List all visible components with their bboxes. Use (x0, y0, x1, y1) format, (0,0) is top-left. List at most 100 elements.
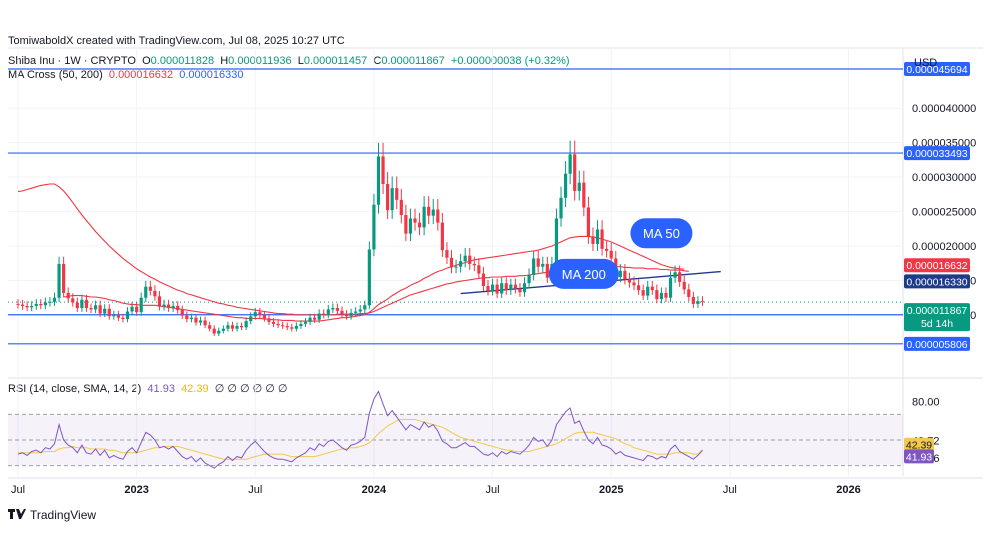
candle-body (258, 312, 262, 315)
rsi-legend-value: 41.93 (147, 383, 175, 395)
candle-body (89, 308, 93, 310)
ohlc-high-label: H (220, 55, 229, 67)
rsi-tick-label: 80.00 (912, 397, 940, 409)
candle-body (194, 317, 198, 323)
candle-body (52, 297, 57, 302)
candle-body (294, 325, 298, 329)
candle-body (281, 325, 285, 327)
level-price-tag (904, 146, 970, 161)
price-tick-label: 0.000025000 (912, 207, 976, 219)
candle-body (600, 229, 604, 249)
candle-body (595, 229, 600, 244)
chart-credit: TomiwaboldX created with TradingView.com… (8, 35, 345, 47)
candle-body (121, 317, 125, 320)
candle-body (103, 308, 107, 314)
candle-body (317, 313, 321, 320)
candle-body (93, 305, 98, 310)
candle-body (253, 312, 257, 317)
candle-body (139, 297, 143, 313)
tradingview-logo-text: TradingView (30, 507, 97, 522)
level-price-tag (904, 336, 970, 351)
time-tick-label: Jul (248, 484, 262, 496)
price-tick-label: 0.000030000 (912, 172, 976, 184)
candle-body (34, 303, 38, 306)
candle-body (486, 285, 490, 291)
candle-body (618, 270, 622, 278)
price-tag-sublabel: 5d 14h (921, 318, 953, 330)
candle-body (153, 290, 157, 297)
candle-body (157, 296, 162, 307)
symbol-legend[interactable]: Shiba Inu · 1W · CRYPTO O0.000011828 H0.… (8, 55, 570, 67)
candle-body (554, 218, 559, 264)
candle-body (198, 320, 203, 323)
candle-body (303, 321, 308, 324)
candle-body (422, 206, 426, 228)
candle-body (335, 308, 340, 311)
candle-body (20, 304, 25, 306)
candle-body (354, 311, 358, 313)
candle-body (239, 325, 244, 328)
candle-body (495, 284, 499, 294)
candle-body (459, 261, 463, 267)
candle-body (687, 289, 691, 298)
rsi-empty-values: ∅ ∅ ∅ ∅ ∅ ∅ (214, 383, 288, 395)
rsi-sma-legend-value: 42.39 (181, 383, 209, 395)
annotation-bubble (548, 258, 619, 289)
candle-body (290, 327, 294, 329)
candle-body (39, 303, 43, 306)
time-tick-label: 2025 (599, 484, 623, 496)
candle-body (650, 286, 654, 291)
candle-body (48, 301, 52, 303)
candle-body (513, 284, 517, 289)
candle-body (518, 288, 522, 293)
candle-body (308, 317, 312, 322)
candle-body (490, 284, 495, 291)
candle-body (545, 263, 549, 278)
candle-body (162, 304, 166, 307)
candle-body (171, 305, 175, 309)
rsi-value-label: 42.39 (906, 440, 932, 452)
candle-body (43, 302, 47, 306)
candle-body (427, 206, 431, 216)
candle-body (668, 277, 673, 298)
candle-body (696, 301, 700, 304)
candle-body (408, 218, 413, 234)
ma-cross-legend[interactable]: MA Cross (50, 200) 0.000016632 0.0000163… (8, 69, 243, 81)
ohlc-close-label: C (373, 55, 382, 67)
candles (16, 140, 705, 337)
candle-body (244, 321, 248, 328)
candle-body (563, 173, 568, 198)
ma-cross-label: MA Cross (50, 200) (8, 69, 103, 81)
ohlc-open-label: O (142, 55, 151, 67)
candle-body (481, 273, 486, 286)
level-price-label: 0.000033493 (906, 148, 967, 160)
candle-body (116, 314, 120, 318)
candle-body (527, 274, 531, 284)
ohlc-change: +0.000000038 (+0.32%) (450, 55, 570, 67)
rsi-sma-line (18, 419, 703, 460)
currency-label: USD (914, 57, 937, 69)
candle-body (381, 156, 385, 185)
time-tick-label: 2024 (362, 484, 387, 496)
candle-body (682, 281, 686, 290)
rsi-value-tag (904, 437, 934, 452)
candle-body (641, 290, 645, 296)
tradingview-logo[interactable]: TradingView (8, 507, 96, 522)
time-tick-label: 2026 (836, 484, 860, 496)
candle-body (57, 263, 61, 298)
ohlc-low-value: 0.000011457 (303, 55, 368, 67)
candle-body (235, 325, 239, 329)
symbol-title: Shiba Inu · 1W · CRYPTO (8, 55, 136, 67)
candle-body (130, 306, 134, 312)
ohlc-close-value: 0.000011867 (381, 55, 445, 67)
ma200-legend-value: 0.000016330 (179, 69, 244, 81)
candle-body (463, 255, 467, 262)
rsi-background (8, 413, 903, 467)
candle-body (454, 266, 458, 268)
rsi-line (17, 390, 703, 469)
rsi-legend[interactable]: RSI (14, close, SMA, 14, 2) 41.93 42.39 … (8, 382, 288, 395)
candle-body (221, 328, 225, 331)
rsi-value-tag (904, 449, 934, 464)
candle-body (180, 310, 184, 316)
